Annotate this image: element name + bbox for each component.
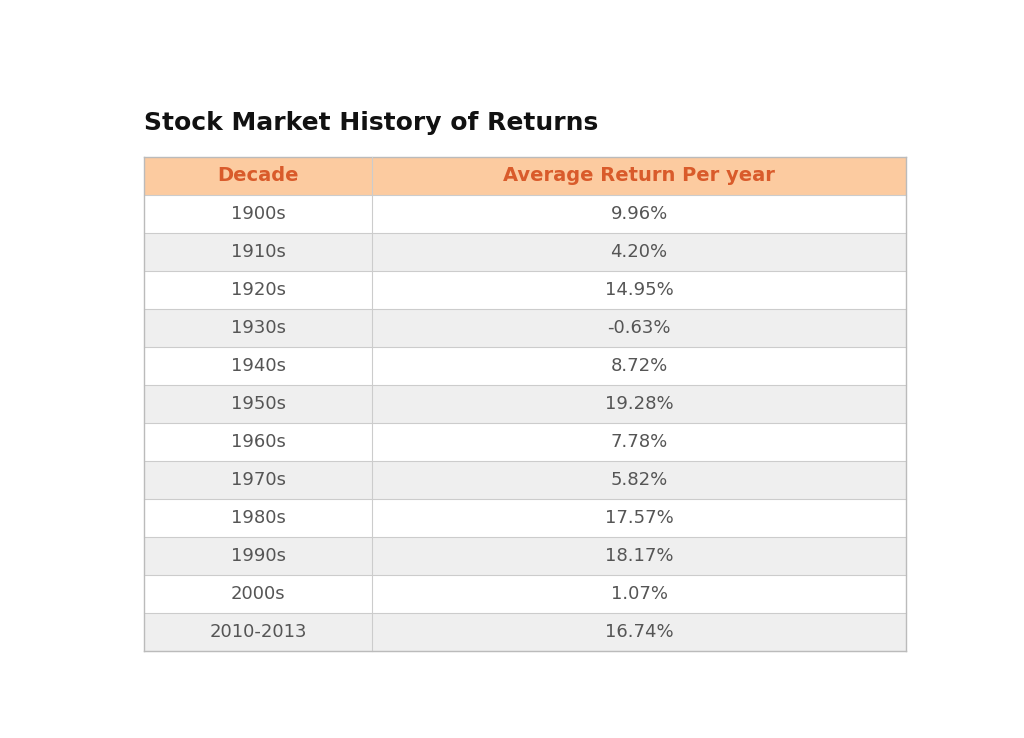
- Text: 16.74%: 16.74%: [605, 623, 674, 641]
- FancyBboxPatch shape: [373, 575, 905, 613]
- Text: 9.96%: 9.96%: [610, 205, 668, 223]
- FancyBboxPatch shape: [143, 537, 373, 575]
- FancyBboxPatch shape: [373, 385, 905, 423]
- Text: 5.82%: 5.82%: [610, 471, 668, 489]
- Text: 1960s: 1960s: [230, 433, 286, 451]
- FancyBboxPatch shape: [143, 613, 373, 651]
- Text: 1990s: 1990s: [230, 547, 286, 565]
- FancyBboxPatch shape: [143, 385, 373, 423]
- Text: 19.28%: 19.28%: [605, 395, 674, 413]
- FancyBboxPatch shape: [373, 347, 905, 385]
- FancyBboxPatch shape: [373, 232, 905, 271]
- FancyBboxPatch shape: [373, 613, 905, 651]
- FancyBboxPatch shape: [373, 271, 905, 309]
- Text: 8.72%: 8.72%: [610, 357, 668, 375]
- Text: 4.20%: 4.20%: [610, 243, 668, 261]
- FancyBboxPatch shape: [373, 537, 905, 575]
- Text: 18.17%: 18.17%: [605, 547, 674, 565]
- FancyBboxPatch shape: [143, 347, 373, 385]
- Text: -0.63%: -0.63%: [607, 319, 671, 337]
- Text: Stock Market History of Returns: Stock Market History of Returns: [143, 111, 598, 135]
- Text: 1950s: 1950s: [230, 395, 286, 413]
- FancyBboxPatch shape: [143, 195, 373, 232]
- FancyBboxPatch shape: [143, 271, 373, 309]
- Text: 1.07%: 1.07%: [610, 585, 668, 603]
- FancyBboxPatch shape: [143, 499, 373, 537]
- FancyBboxPatch shape: [373, 423, 905, 461]
- Text: 1920s: 1920s: [230, 281, 286, 299]
- FancyBboxPatch shape: [373, 309, 905, 347]
- Text: 2010-2013: 2010-2013: [209, 623, 307, 641]
- FancyBboxPatch shape: [373, 156, 905, 195]
- Text: Average Return Per year: Average Return Per year: [503, 166, 775, 185]
- Text: 1930s: 1930s: [230, 319, 286, 337]
- FancyBboxPatch shape: [143, 156, 373, 195]
- FancyBboxPatch shape: [143, 232, 373, 271]
- FancyBboxPatch shape: [143, 461, 373, 499]
- Text: 7.78%: 7.78%: [610, 433, 668, 451]
- FancyBboxPatch shape: [373, 461, 905, 499]
- Text: Decade: Decade: [217, 166, 299, 185]
- Text: 1970s: 1970s: [230, 471, 286, 489]
- FancyBboxPatch shape: [373, 499, 905, 537]
- Text: 17.57%: 17.57%: [605, 509, 674, 527]
- Text: 1980s: 1980s: [230, 509, 286, 527]
- FancyBboxPatch shape: [143, 309, 373, 347]
- FancyBboxPatch shape: [373, 195, 905, 232]
- Text: 1900s: 1900s: [230, 205, 286, 223]
- Text: 14.95%: 14.95%: [605, 281, 674, 299]
- Text: 1940s: 1940s: [230, 357, 286, 375]
- Text: 2000s: 2000s: [230, 585, 286, 603]
- FancyBboxPatch shape: [143, 575, 373, 613]
- FancyBboxPatch shape: [143, 423, 373, 461]
- Text: 1910s: 1910s: [230, 243, 286, 261]
